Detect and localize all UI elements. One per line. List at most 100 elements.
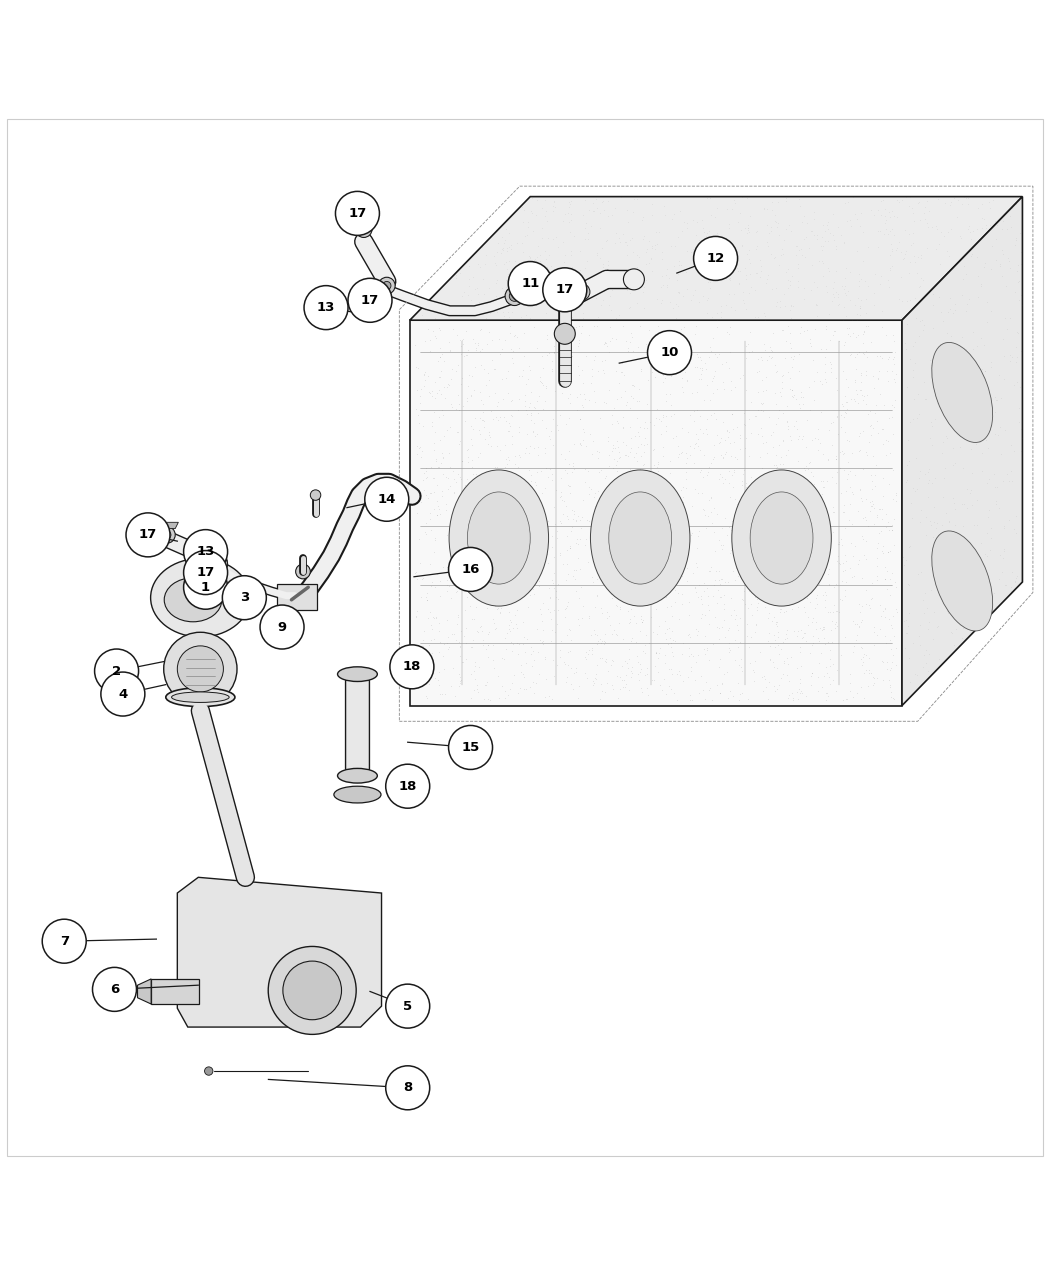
Point: [915, 320, 931, 340]
Point: [721, 268, 738, 288]
Point: [434, 343, 450, 363]
Point: [962, 372, 979, 393]
Point: [941, 513, 958, 533]
Point: [791, 641, 807, 662]
Point: [478, 333, 495, 353]
Point: [973, 375, 990, 395]
Point: [650, 648, 667, 668]
Point: [525, 641, 542, 662]
Point: [737, 427, 754, 448]
Point: [947, 453, 964, 473]
Point: [524, 203, 541, 223]
Point: [805, 567, 822, 588]
Point: [521, 546, 538, 566]
Point: [504, 575, 521, 595]
Point: [529, 437, 546, 458]
Point: [565, 226, 582, 246]
Point: [663, 523, 679, 543]
Point: [555, 652, 572, 672]
Point: [652, 425, 669, 445]
Point: [533, 632, 550, 653]
Point: [690, 586, 707, 607]
Point: [471, 501, 488, 521]
Point: [539, 544, 555, 565]
Point: [664, 606, 680, 626]
Point: [426, 528, 443, 548]
Point: [818, 657, 835, 677]
Point: [803, 255, 820, 275]
Point: [539, 210, 555, 231]
Point: [712, 569, 729, 589]
Point: [990, 365, 1007, 385]
Point: [722, 380, 739, 400]
Point: [523, 536, 540, 556]
Point: [469, 621, 486, 641]
Point: [731, 514, 748, 534]
Point: [967, 361, 984, 381]
Point: [925, 295, 942, 315]
Point: [613, 353, 630, 374]
Point: [478, 561, 495, 581]
Point: [886, 372, 903, 393]
Point: [625, 375, 642, 395]
Point: [688, 224, 705, 245]
Point: [430, 367, 447, 388]
Point: [445, 297, 462, 317]
Point: [497, 456, 513, 477]
Point: [830, 534, 846, 555]
Point: [475, 269, 491, 289]
Point: [412, 437, 428, 458]
Point: [730, 212, 747, 232]
Point: [782, 594, 799, 615]
Point: [529, 403, 546, 423]
Point: [696, 580, 713, 601]
Point: [595, 256, 612, 277]
Point: [826, 594, 843, 615]
Point: [430, 300, 447, 320]
Circle shape: [164, 632, 237, 705]
Point: [623, 274, 639, 295]
Point: [593, 630, 610, 650]
Point: [817, 500, 834, 520]
Point: [722, 604, 739, 625]
Point: [673, 644, 690, 664]
Point: [877, 207, 894, 227]
Point: [679, 667, 696, 687]
Point: [945, 302, 962, 323]
Point: [693, 360, 710, 380]
Point: [761, 407, 778, 427]
Point: [912, 245, 929, 265]
Point: [858, 316, 875, 337]
Point: [594, 360, 611, 380]
Point: [788, 411, 804, 431]
Point: [882, 207, 899, 227]
Point: [450, 385, 467, 405]
Point: [867, 403, 884, 423]
Point: [1009, 372, 1026, 393]
Point: [684, 690, 700, 710]
Point: [621, 579, 637, 599]
Point: [537, 439, 553, 459]
Point: [706, 448, 722, 468]
Point: [534, 631, 551, 652]
Point: [738, 244, 755, 264]
Point: [491, 548, 508, 569]
Point: [417, 521, 434, 542]
Point: [617, 269, 634, 289]
Point: [835, 310, 852, 330]
Point: [961, 547, 978, 567]
Point: [870, 533, 887, 553]
Point: [709, 303, 726, 324]
Point: [858, 645, 875, 666]
Point: [465, 380, 482, 400]
Point: [696, 390, 713, 411]
Point: [922, 511, 939, 532]
Point: [929, 189, 946, 209]
Circle shape: [390, 645, 434, 688]
Point: [933, 384, 950, 404]
Point: [441, 442, 458, 463]
Point: [992, 256, 1009, 277]
Point: [1000, 464, 1016, 484]
Point: [676, 334, 693, 354]
Point: [596, 681, 613, 701]
